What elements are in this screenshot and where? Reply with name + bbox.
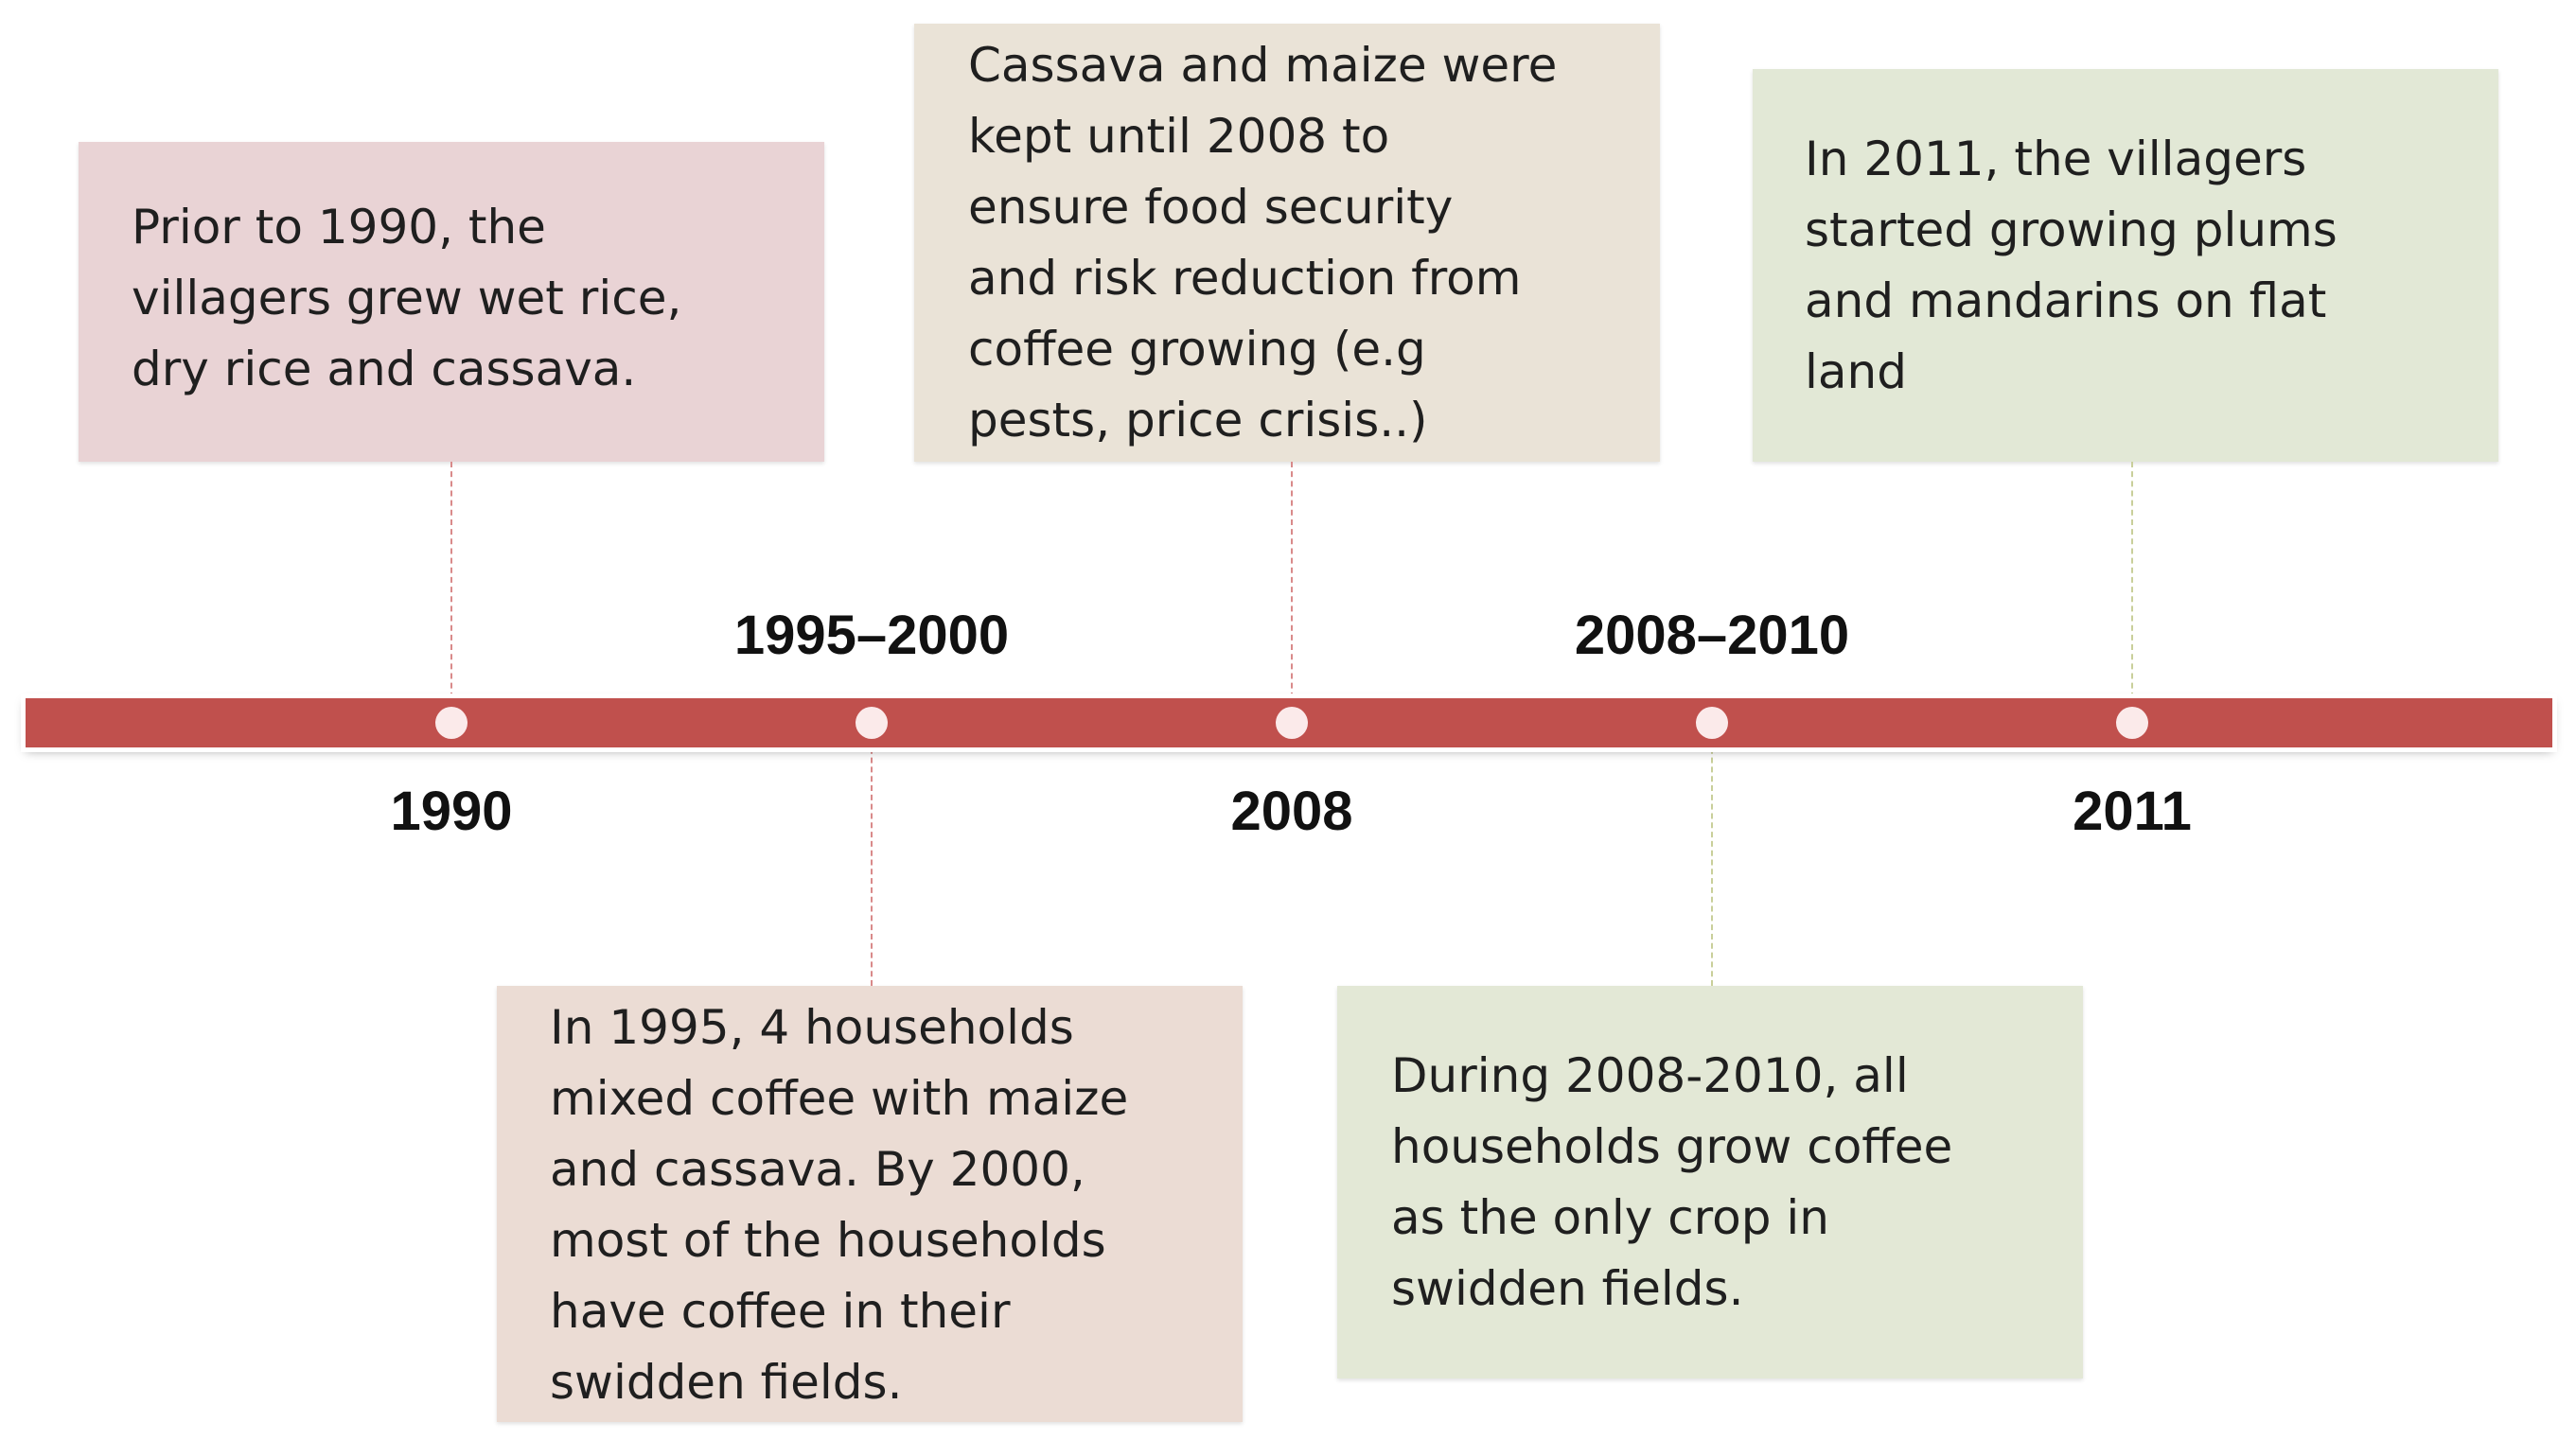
event-text-line: and risk reduction from (968, 251, 1522, 306)
timeline-node-2011 (2116, 707, 2148, 739)
connector-2008-2010 (1711, 739, 1713, 986)
event-text-line: have coffee in their (550, 1284, 1011, 1339)
event-card-1995-2000: In 1995, 4 households mixed coffee with … (497, 986, 1243, 1422)
event-text-line: ensure food security (968, 180, 1454, 235)
event-text-line: as the only crop in (1391, 1190, 1829, 1245)
connector-1990 (450, 462, 452, 708)
event-card-2011: In 2011, the villagers started growing p… (1753, 69, 2498, 462)
connector-2008 (1291, 462, 1293, 708)
event-card-2008: Cassava and maize were kept until 2008 t… (914, 24, 1660, 462)
period-label-2008-2010: 2008–2010 (1574, 605, 1850, 666)
event-text-line: swidden fields. (550, 1355, 903, 1410)
event-card-2008-2010: During 2008-2010, all households grow co… (1337, 986, 2083, 1379)
connector-1995-2000 (871, 739, 873, 986)
event-text-line: dry rice and cassava. (132, 342, 637, 396)
event-text-line: mixed coffee with maize (550, 1071, 1129, 1126)
event-text-line: In 1995, 4 households (550, 1000, 1074, 1055)
event-text-line: kept until 2008 to (968, 109, 1390, 164)
event-text-line: and cassava. By 2000, (550, 1142, 1085, 1197)
timeline-node-2008 (1276, 707, 1308, 739)
connector-2011 (2131, 462, 2133, 708)
event-card-1990: Prior to 1990, the villagers grew wet ri… (79, 142, 824, 462)
event-text-line: In 2011, the villagers (1805, 132, 2307, 186)
event-text-line: villagers grew wet rice, (132, 271, 682, 325)
event-text-line: coffee growing (e.g (968, 322, 1426, 377)
event-text-line: and mandarins on flat (1805, 273, 2327, 328)
event-text-line: most of the households (550, 1213, 1106, 1268)
timeline-node-1995-2000 (856, 707, 888, 739)
event-text-line: Prior to 1990, the (132, 200, 546, 255)
period-label-1995-2000: 1995–2000 (733, 605, 1010, 666)
period-label-2008: 2008 (1230, 781, 1353, 842)
event-text-line: Cassava and maize were (968, 38, 1558, 93)
event-text-line: swidden fields. (1391, 1261, 1744, 1316)
timeline-node-2008-2010 (1696, 707, 1728, 739)
event-text-line: During 2008-2010, all (1391, 1048, 1909, 1103)
event-text-line: started growing plums (1805, 202, 2338, 257)
timeline-node-1990 (435, 707, 468, 739)
event-text-line: land (1805, 344, 1907, 399)
event-text-line: pests, price crisis..) (968, 393, 1428, 448)
event-text-line: households grow coffee (1391, 1119, 1953, 1174)
period-label-1990: 1990 (390, 781, 513, 842)
period-label-2011: 2011 (2073, 781, 2192, 842)
